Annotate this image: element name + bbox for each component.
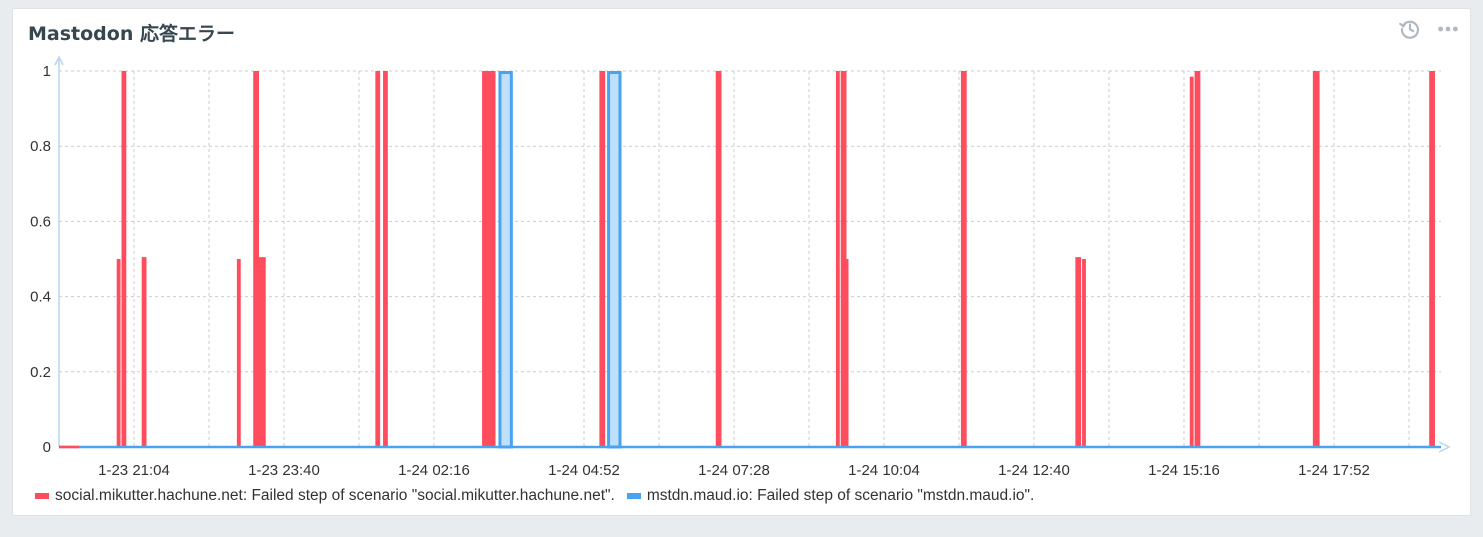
bar-red <box>141 257 147 447</box>
x-tick-label: 1-24 04:52 <box>548 462 620 479</box>
y-tick-label: 0.8 <box>30 138 51 155</box>
bar-red <box>121 71 127 447</box>
legend-item-red[interactable]: social.mikutter.hachune.net: Failed step… <box>35 487 615 505</box>
bar-red <box>599 71 606 447</box>
bar-red <box>840 71 847 447</box>
x-tick-label: 1-24 15:16 <box>1148 462 1220 479</box>
chart-grid <box>59 70 1441 447</box>
panel-actions <box>1398 17 1460 41</box>
bar-red <box>116 259 121 447</box>
bar-blue <box>607 71 622 449</box>
x-axis-arrow <box>1438 441 1451 453</box>
graph-panel: Mastodon 応答エラー 0 0.2 0.4 0.6 0.8 1 1-23 21:04… <box>12 8 1471 516</box>
x-tick-label: 1-24 17:52 <box>1298 462 1370 479</box>
bar-red <box>715 71 722 447</box>
more-horizontal-icon[interactable] <box>1436 17 1460 41</box>
y-axis-labels: 0 0.2 0.4 0.6 0.8 1 <box>30 63 51 456</box>
bar-red <box>1194 71 1201 447</box>
legend-swatch-red <box>35 493 49 499</box>
y-tick-label: 1 <box>43 63 51 80</box>
y-axis-arrow <box>54 55 64 66</box>
y-tick-label: 0 <box>43 439 51 456</box>
bar-red <box>482 71 496 447</box>
bar-red <box>1312 71 1320 447</box>
chart-bars <box>116 71 1435 449</box>
bar-red <box>1189 76 1194 447</box>
x-tick-label: 1-24 10:04 <box>848 462 920 479</box>
x-tick-label: 1-23 21:04 <box>98 462 170 479</box>
x-tick-label: 1-23 23:40 <box>248 462 320 479</box>
chart-legend: social.mikutter.hachune.net: Failed step… <box>35 487 1034 505</box>
bar-red <box>1075 257 1082 447</box>
legend-label-blue: mstdn.maud.io: Failed step of scenario "… <box>646 487 1035 504</box>
legend-label-red: social.mikutter.hachune.net: Failed step… <box>55 487 615 504</box>
bar-red <box>835 71 840 447</box>
bar-red <box>383 71 388 447</box>
legend-item-blue[interactable]: mstdn.maud.io: Failed step of scenario "… <box>626 487 1035 505</box>
y-tick-label: 0.6 <box>30 213 51 230</box>
bar-red <box>375 71 381 447</box>
bar-red <box>236 259 241 447</box>
history-icon[interactable] <box>1398 17 1422 41</box>
bar-red <box>253 71 259 447</box>
bar-blue <box>498 71 513 449</box>
x-tick-label: 1-24 02:16 <box>398 462 470 479</box>
bar-red <box>960 71 967 447</box>
bar-red <box>1429 71 1435 447</box>
time-series-chart: 0 0.2 0.4 0.6 0.8 1 1-23 21:04 1-23 23:40 1-24 … <box>30 55 1451 479</box>
chart-axes <box>54 55 1451 453</box>
x-tick-label: 1-24 07:28 <box>698 462 770 479</box>
bar-red <box>846 259 849 447</box>
y-tick-label: 0.4 <box>30 289 51 306</box>
x-tick-label: 1-24 12:40 <box>998 462 1070 479</box>
y-tick-label: 0.2 <box>30 364 51 381</box>
x-axis-labels: 1-23 21:04 1-23 23:40 1-24 02:16 1-24 04:52… <box>98 462 1370 479</box>
bar-red <box>259 257 266 447</box>
bar-red <box>1082 259 1086 447</box>
panel-title: Mastodon 応答エラー <box>28 23 235 45</box>
legend-swatch-blue <box>626 493 641 499</box>
